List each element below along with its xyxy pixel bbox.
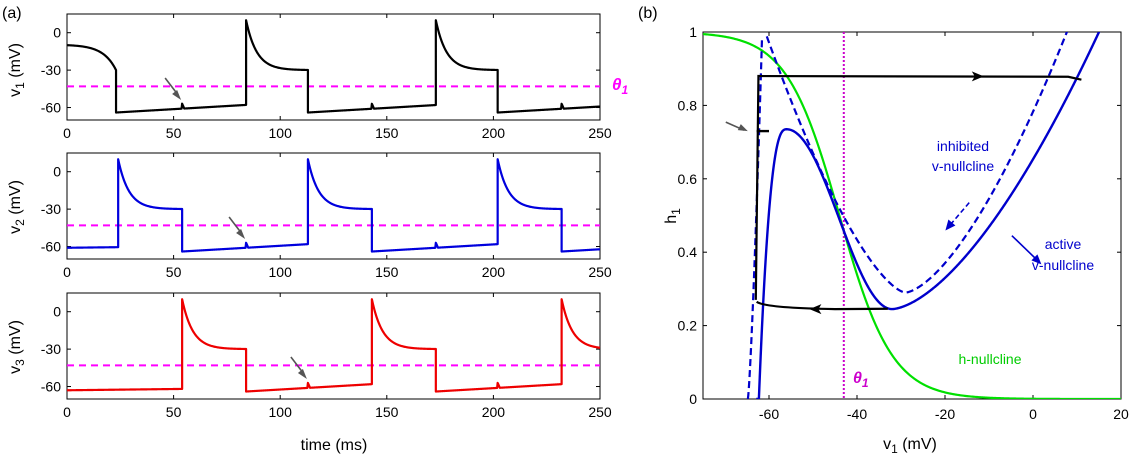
- y-tick-label: 0.2: [678, 318, 698, 334]
- trajectory-arrow-right: [971, 71, 984, 82]
- axes-frame: [66, 152, 601, 260]
- xlabel-v1: v1 (mV): [883, 436, 937, 456]
- inhibited-pointer-head: [945, 219, 956, 231]
- ylabel-h1: h1: [663, 208, 683, 224]
- y-tick-label: 1: [689, 24, 697, 40]
- x-tick-label: 200: [482, 125, 506, 141]
- theta-label-b: θ1: [853, 370, 869, 390]
- y-tick-label: -60: [41, 239, 61, 255]
- ylabel-v3: v3 (mV): [7, 320, 27, 374]
- trajectory-upper: [754, 74, 1082, 300]
- y-tick-label: -60: [41, 379, 61, 395]
- x-tick-label: -60: [759, 406, 779, 422]
- plot-area: [703, 32, 1121, 399]
- x-tick-label: 0: [63, 264, 71, 280]
- x-tick-label: 200: [482, 264, 506, 280]
- x-tick-label: 250: [588, 404, 612, 420]
- x-tick-label: 0: [63, 125, 71, 141]
- xlabel-time: time (ms): [301, 437, 368, 454]
- x-tick-label: 0: [63, 404, 71, 420]
- x-tick-label: 100: [269, 125, 293, 141]
- annotation-arrow-head: [172, 90, 182, 101]
- panel-label-b: (b): [638, 5, 658, 22]
- inhibited-pointer-shaft: [950, 202, 970, 225]
- y-tick-label: -30: [41, 341, 61, 357]
- x-tick-label: -20: [935, 406, 955, 422]
- ylabel-v2: v2 (mV): [7, 180, 27, 234]
- x-tick-label: 250: [588, 125, 612, 141]
- axes-frame: [702, 31, 1122, 400]
- axes-frame: [66, 13, 601, 121]
- x-tick-label: 200: [482, 404, 506, 420]
- y-tick-label: 0: [53, 164, 61, 180]
- active-label-line2: v-nullcline: [1032, 257, 1094, 273]
- y-tick-label: 0: [689, 391, 697, 407]
- active-pointer-head: [1031, 254, 1042, 265]
- x-tick-label: 100: [269, 404, 293, 420]
- panel-label-a: (a): [2, 5, 22, 22]
- x-tick-label: 250: [588, 264, 612, 280]
- annotation-arrow-head: [236, 229, 246, 240]
- trajectory-lower: [756, 300, 888, 311]
- y-tick-label: -60: [41, 100, 61, 116]
- h-nullcline-curve: [703, 32, 1121, 399]
- x-tick-label: -40: [847, 406, 867, 422]
- annotation-arrow-head: [737, 124, 748, 132]
- x-tick-label: 50: [166, 404, 182, 420]
- annotation-arrow-head: [297, 369, 307, 380]
- y-tick-label: -30: [41, 201, 61, 217]
- x-tick-label: 100: [269, 264, 293, 280]
- x-tick-label: 150: [375, 404, 399, 420]
- x-tick-label: 50: [166, 264, 182, 280]
- voltage-trace-v1-plot: 0 50 100 150 200 250 0 -30 -60: [41, 13, 612, 141]
- inhibited-v-nullcline-left: [746, 39, 764, 399]
- voltage-trace: [66, 158, 601, 253]
- y-tick-label: 0.8: [678, 97, 698, 113]
- theta-label-a: θ1: [612, 75, 628, 97]
- active-v-nullcline-curve: [756, 32, 1101, 399]
- inhibited-v-nullcline-curve: [765, 32, 1069, 294]
- active-pointer-shaft: [1011, 235, 1036, 259]
- y-tick-label: 0: [53, 25, 61, 41]
- voltage-trace-v2-plot: 0 50 100 150 200 250 0 -30 -60: [41, 152, 612, 280]
- y-tick-label: 0: [53, 304, 61, 320]
- inhibited-label-line1: inhibited: [937, 138, 989, 154]
- x-tick-label: 20: [1113, 406, 1129, 422]
- y-tick-label: 0.6: [678, 171, 698, 187]
- ylabel-v1: v1 (mV): [7, 43, 27, 97]
- active-label-line1: active: [1045, 236, 1082, 252]
- x-tick-label: 150: [375, 264, 399, 280]
- voltage-trace-v3-plot: 0 50 100 150 200 250 0 -30 -60: [41, 292, 612, 420]
- inhibited-label-line2: v-nullcline: [932, 158, 994, 174]
- trajectory-arrow-left: [809, 304, 822, 315]
- y-tick-label: 0.4: [678, 244, 698, 260]
- phase-plane-plot: -60 -40 -20 0 20 0 0.2 0.4 0.6 0.8 1: [678, 24, 1129, 422]
- x-tick-label: 0: [1029, 406, 1037, 422]
- voltage-trace: [66, 298, 601, 393]
- x-tick-label: 150: [375, 125, 399, 141]
- axes-frame: [66, 292, 601, 400]
- x-tick-label: 50: [166, 125, 182, 141]
- y-tick-label: -30: [41, 62, 61, 78]
- voltage-trace: [66, 19, 601, 114]
- h-nullcline-label: h-nullcline: [958, 351, 1021, 367]
